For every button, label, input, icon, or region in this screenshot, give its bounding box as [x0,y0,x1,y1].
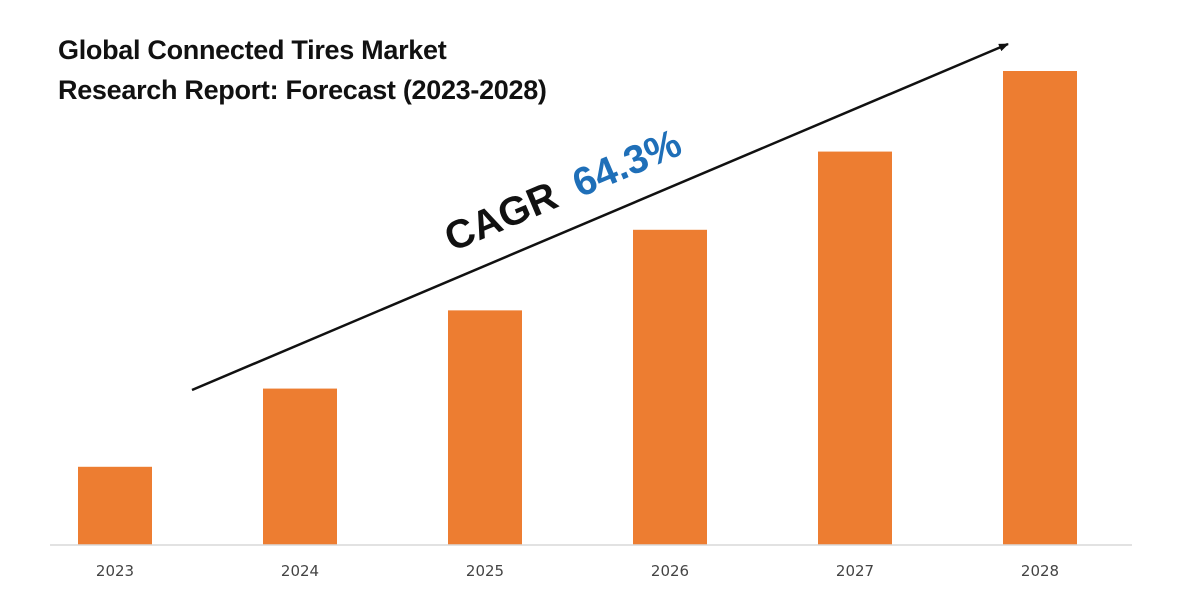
bar-2028 [1003,71,1077,545]
x-tick-label-2024: 2024 [281,562,319,580]
bar-2026 [633,229,707,546]
chart-title: Global Connected Tires Market Research R… [58,30,547,110]
x-tick-label-2025: 2025 [466,562,504,580]
cagr-value: 64.3% [566,121,688,206]
cagr-label: CAGR [438,174,564,261]
bar-2023 [78,466,152,545]
bar-2027 [818,151,892,545]
x-tick-label-2026: 2026 [651,562,689,580]
bar-2024 [263,388,337,545]
chart-title-line-1: Global Connected Tires Market [58,35,447,65]
bar-2025 [448,310,522,545]
bar-group [78,71,1077,546]
trend-arrow [191,42,1009,392]
chart-title-line-2: Research Report: Forecast (2023-2028) [58,75,547,105]
x-tick-labels: 2023 2024 2025 2026 2027 2028 [96,562,1059,580]
x-tick-label-2023: 2023 [96,562,134,580]
x-tick-label-2028: 2028 [1021,562,1059,580]
x-tick-label-2027: 2027 [836,562,874,580]
